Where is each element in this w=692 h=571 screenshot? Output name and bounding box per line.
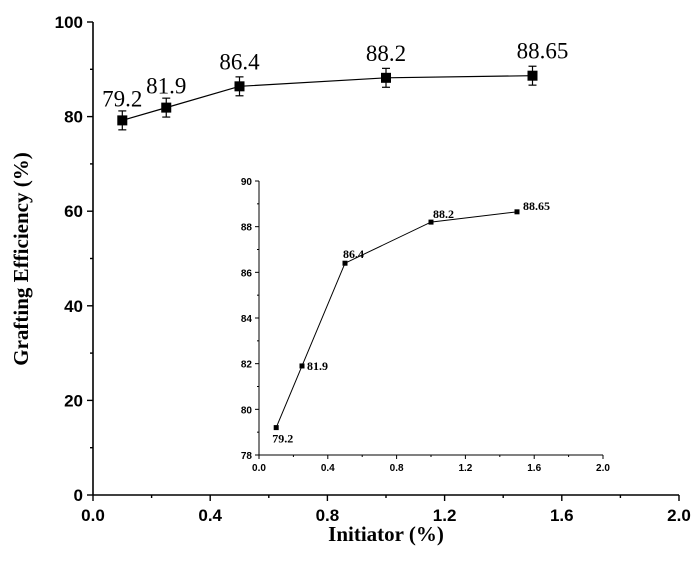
- inset-x-tick-label: 0.4: [321, 463, 335, 474]
- data-label: 86.4: [219, 49, 260, 74]
- y-tick-label: 20: [64, 391, 83, 410]
- data-label: 79.2: [102, 86, 142, 111]
- inset-data-label: 79.2: [272, 432, 293, 446]
- data-point-marker: [117, 115, 128, 126]
- y-tick-label: 40: [64, 297, 83, 316]
- inset-data-label: 86.4: [343, 247, 364, 261]
- inset-y-tick-label: 90: [241, 177, 253, 188]
- inset-data-point-marker: [273, 425, 279, 431]
- inset-series: 79.2 81.9 86.4 88.2 88.65: [272, 199, 550, 446]
- inset-data-point-marker: [342, 260, 348, 266]
- inset-x-tick-label: 1.6: [527, 463, 541, 474]
- inset-y-tick-label: 80: [241, 405, 253, 416]
- y-tick-label: 60: [64, 202, 83, 221]
- inset-y-tick-label: 82: [241, 360, 253, 371]
- inset-x-tick-label: 2.0: [596, 463, 610, 474]
- data-point-marker: [381, 72, 391, 83]
- inset-x-tick-label: 0.0: [252, 463, 266, 474]
- x-tick-label: 0.4: [198, 506, 222, 525]
- inset-y-tick-label: 78: [241, 451, 253, 462]
- inset-ticks: 78 80 82 84 86 88 90 0.0 0.4 0.8 1.2 1.6 2.0: [241, 177, 611, 474]
- x-axis-title: Initiator (%): [328, 522, 444, 546]
- main-ticks: 0 20 40 60 80 100 0.0 0.4 0.8 1.2 1.6 2.0: [55, 13, 691, 525]
- data-label: 88.2: [366, 41, 406, 66]
- inset-y-tick-label: 86: [241, 268, 253, 279]
- data-label: 88.65: [517, 39, 569, 64]
- inset-y-tick-label: 84: [241, 314, 253, 325]
- main-series: 79.281.9 86.4 88.2 88.65: [102, 39, 569, 131]
- inset-x-tick-label: 0.8: [390, 463, 404, 474]
- x-tick-label: 0.0: [81, 506, 105, 525]
- x-tick-label: 1.6: [550, 506, 574, 525]
- y-tick-label: 100: [55, 13, 83, 32]
- y-tick-label: 80: [64, 108, 83, 127]
- inset-y-tick-label: 88: [241, 223, 253, 234]
- inset-x-tick-label: 1.2: [458, 463, 472, 474]
- x-tick-label: 1.2: [433, 506, 457, 525]
- data-point-marker: [527, 70, 538, 81]
- y-tick-label: 0: [74, 486, 83, 505]
- inset-data-label: 81.9: [307, 359, 328, 373]
- y-axis-title: Grafting Efficiency (%): [9, 152, 33, 365]
- x-tick-label: 2.0: [667, 506, 691, 525]
- inset-data-point-marker: [428, 219, 434, 225]
- inset-data-point-marker: [299, 363, 305, 369]
- inset-series-line: [275, 211, 518, 428]
- data-point-marker: [161, 102, 172, 113]
- data-point-marker: [234, 81, 245, 92]
- inset-data-label: 88.2: [433, 207, 454, 221]
- inset-data-point-marker: [514, 209, 520, 215]
- data-label: 81.9: [146, 74, 186, 99]
- x-tick-label: 0.8: [316, 506, 340, 525]
- inset-data-label: 88.65: [523, 199, 550, 213]
